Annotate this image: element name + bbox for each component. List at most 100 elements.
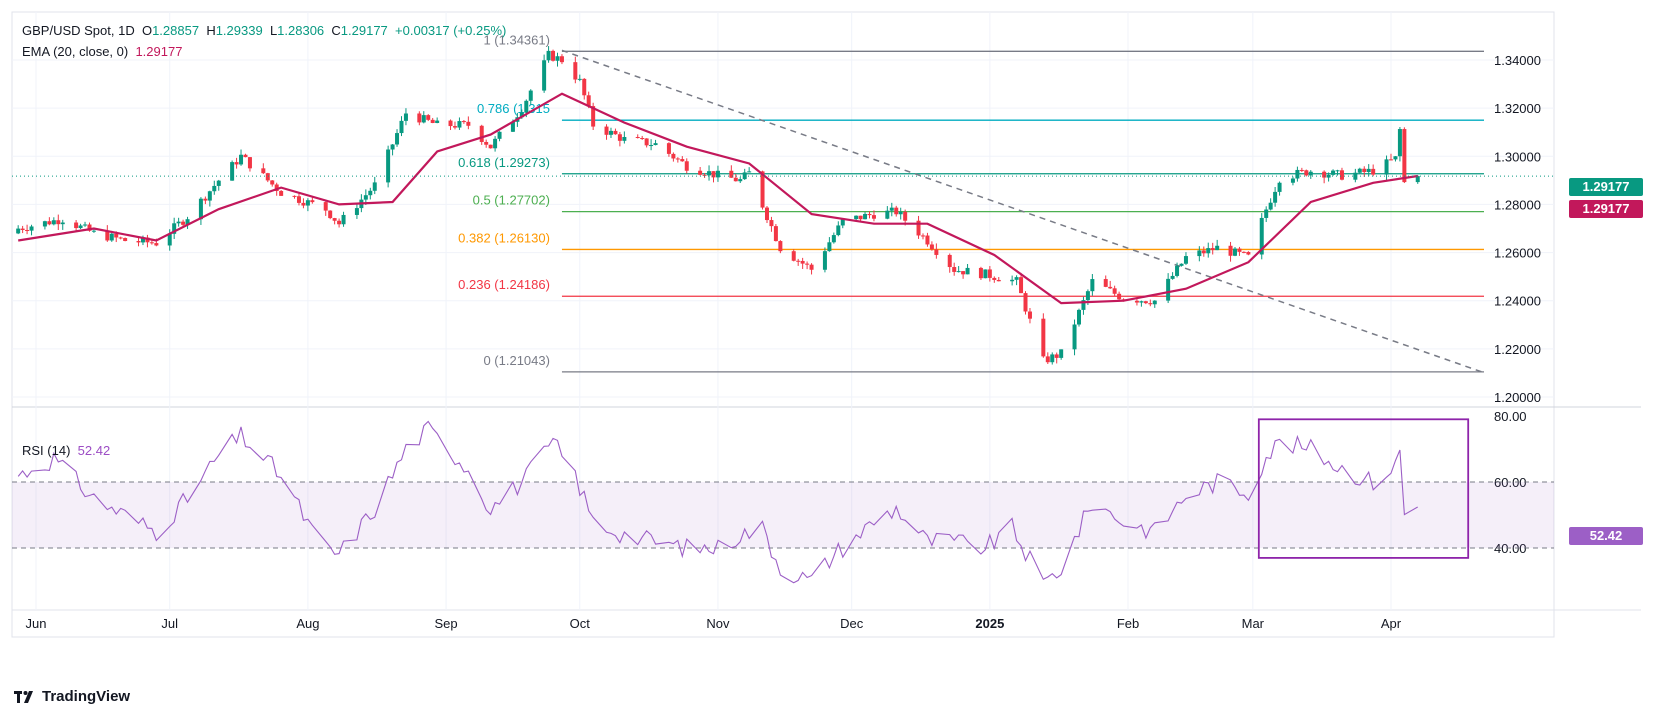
candle-body [582,78,587,96]
candle-body [403,113,408,121]
candle-body [836,225,841,236]
candle-body [118,237,123,239]
candle-body [591,106,596,127]
candle-body [925,235,930,245]
symbol-legend: GBP/USD Spot, 1D O1.28857 H1.29339 L1.28… [22,23,507,38]
candle-body [889,207,894,211]
candle-body [992,277,997,280]
candle-body [198,198,203,220]
candle-body [185,219,190,225]
candle-body [1010,279,1015,282]
candle-body [51,220,56,225]
candle-body [608,130,613,135]
candle-body [827,242,832,252]
ema-badge: 1.29177 [1569,200,1643,218]
fib-label-0.236: 0.236 (1.24186) [458,277,550,292]
fib-label-0.618: 0.618 (1.29273) [458,155,550,170]
candle-body [417,113,422,123]
ema-value: 1.29177 [135,44,183,59]
candle-body [337,220,342,225]
candle-body [1023,293,1028,312]
candle-body [1366,168,1371,173]
rsi-band [12,482,1554,548]
candle-body [800,260,805,264]
candle-body [172,223,177,234]
candle-body [840,219,845,226]
price-tick-label: 1.20000 [1494,390,1541,405]
candle-body [1241,251,1246,253]
candle-body [1201,250,1206,254]
price-tick-label: 1.30000 [1494,149,1541,164]
candle-body [871,215,876,219]
candle-body [1232,248,1237,256]
candle-body [448,120,453,127]
chart-frame [11,11,1555,638]
candle-body [421,115,426,123]
candle-body [1112,288,1117,294]
price-tick-label: 1.32000 [1494,101,1541,116]
candle-body [1273,191,1278,203]
time-tick-label: 2025 [975,616,1004,631]
candle-body [635,136,640,138]
price-tick-label: 1.34000 [1494,53,1541,68]
candle-body [1076,309,1081,325]
candle-body [332,218,337,221]
candle-body [769,220,774,227]
candle-body [1166,278,1171,301]
candle-body [1050,354,1055,363]
candle-body [390,144,395,150]
candle-body [270,180,275,185]
candle-body [105,230,110,241]
candle-body [109,233,114,241]
candle-body [680,159,685,162]
candle-body [675,158,680,160]
candle-body [1152,300,1157,305]
candle-body [265,173,270,181]
candle-body [1371,168,1376,175]
candle-body [426,115,431,120]
candle-body [1264,209,1269,218]
time-tick-label: Aug [296,616,319,631]
candle-body [1237,248,1242,252]
candle-body [604,126,609,135]
ema-legend: EMA (20, close, 0) 1.29177 [22,44,182,59]
candle-body [809,264,814,270]
candle-body [831,235,836,243]
candle-body [1393,156,1398,160]
candle-body [29,226,34,231]
candle-body [328,210,333,219]
close-value: 1.29177 [340,23,388,38]
candle-body [1228,245,1233,256]
candle-body [1339,170,1344,180]
candle-body [1362,168,1367,173]
candle-body [430,119,435,124]
candle-body [363,195,368,200]
price-tick-label: 1.28000 [1494,197,1541,212]
rsi-line [17,420,1418,584]
candle-body [452,126,457,128]
candle-body [1143,301,1148,304]
time-tick-label: Jul [161,616,178,631]
candle-body [341,214,346,225]
candle-body [622,136,627,141]
candle-body [863,213,868,220]
ema-20-line [18,92,1418,305]
candle-body [729,170,734,178]
candle-body [230,162,235,181]
candle-body [715,170,720,178]
candle-body [176,221,181,224]
candle-body [216,180,221,186]
candle-body [551,50,556,61]
candle-body [1045,356,1050,363]
candle-body [1259,217,1264,255]
candle-body [1384,159,1389,175]
candle-body [60,222,65,225]
candle-body [181,221,186,225]
candle-body [301,202,306,206]
candle-body [764,207,769,221]
tradingview-logo[interactable]: TradingView [14,688,130,705]
candle-body [292,195,297,197]
candle-body [461,121,466,123]
candle-body [1117,293,1122,300]
candle-body [247,157,252,169]
